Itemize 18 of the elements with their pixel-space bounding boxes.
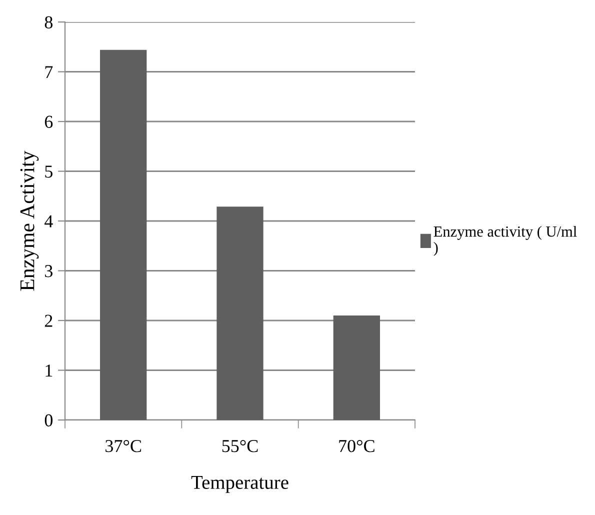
- bar: [100, 50, 147, 420]
- y-tick-label: 2: [44, 314, 52, 327]
- x-tick-label: 37°C: [106, 440, 141, 452]
- y-tick-label: 5: [45, 166, 52, 178]
- y-tick-label: 0: [44, 414, 53, 426]
- legend-label: Enzyme activity ( U/ml ): [434, 226, 577, 256]
- y-tick-label: 6: [44, 116, 53, 128]
- y-tick-label: 8: [44, 16, 53, 28]
- y-axis-title: Enzyme Activity: [20, 150, 39, 291]
- y-tick-label: 3: [45, 265, 52, 278]
- bar: [333, 316, 380, 420]
- bar: [216, 206, 264, 420]
- x-axis-title: Temperature: [191, 476, 288, 493]
- y-tick-label: 4: [44, 215, 53, 228]
- x-tick-label: 70°C: [339, 440, 374, 452]
- x-tick-label: 55°C: [222, 440, 258, 452]
- y-tick-label: 7: [45, 66, 53, 78]
- y-tick-label: 1: [46, 364, 52, 377]
